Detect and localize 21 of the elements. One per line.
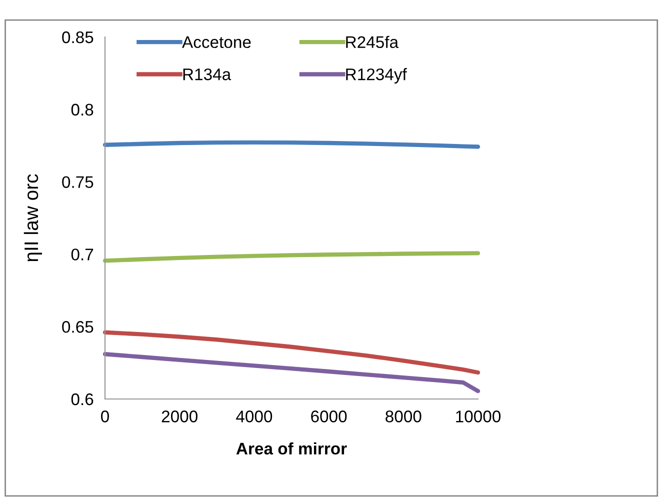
line-series bbox=[102, 352, 480, 394]
legend-label: R134a bbox=[183, 68, 232, 80]
y-tick-label: 0.8 bbox=[71, 104, 94, 116]
y-tick-label: 0.7 bbox=[71, 248, 94, 260]
y-tick-label: 0.65 bbox=[62, 321, 94, 333]
legend-label: Accetone bbox=[182, 36, 251, 48]
x-tick-label: 10000 bbox=[456, 410, 501, 422]
x-tick-label: 6000 bbox=[311, 410, 347, 422]
x-tick-label: 0 bbox=[101, 410, 109, 422]
line-series bbox=[102, 251, 480, 263]
legend-label: R245fa bbox=[346, 36, 399, 48]
x-tick-label: 8000 bbox=[386, 410, 422, 422]
line-series bbox=[102, 330, 480, 375]
x-tick-label: 4000 bbox=[236, 410, 272, 422]
legend-label: R1234yf bbox=[346, 68, 407, 84]
x-axis-title: Area of mirror bbox=[236, 442, 347, 455]
y-tick-label: 0.75 bbox=[62, 176, 94, 188]
x-tick-label: 2000 bbox=[162, 410, 198, 422]
y-tick-label: 0.6 bbox=[71, 393, 94, 406]
y-axis-title: ηII law orc bbox=[24, 174, 42, 262]
y-tick-label: 0.85 bbox=[62, 31, 94, 44]
